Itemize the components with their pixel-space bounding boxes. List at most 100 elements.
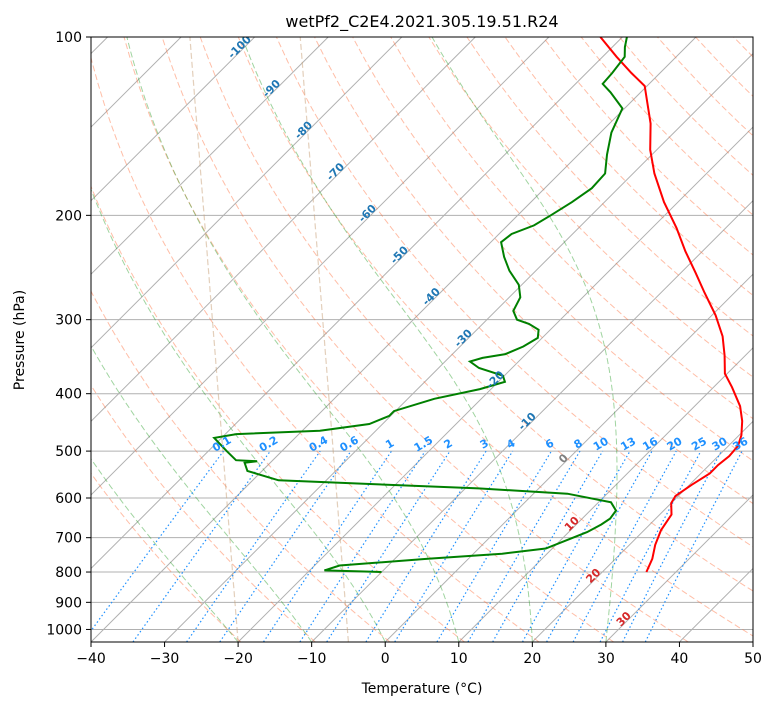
dry-adiabat: [733, 37, 753, 58]
dry-adiabat: [657, 37, 753, 137]
isotherm-line: [237, 126, 753, 642]
isotherm-label: -80: [292, 118, 315, 141]
isotherm-line: [91, 37, 256, 202]
dry-adiabat: [695, 37, 753, 97]
mixing-ratio-line: [219, 450, 352, 642]
y-tick-label: 500: [55, 444, 82, 460]
x-tick-label: 10: [450, 651, 468, 667]
isotherm-line: [752, 641, 753, 642]
dewpoint-profile: [212, 37, 628, 573]
dry-adiabat: [314, 37, 753, 505]
x-tick-label: 20: [523, 651, 541, 667]
mixing-ratio-label: 1: [383, 437, 396, 452]
x-tick-label: 30: [597, 651, 615, 667]
moist-adiabat: [126, 37, 460, 642]
isotherm-line: [91, 37, 476, 423]
dry-adiabat: [352, 37, 753, 462]
chart-title: wetPf2_C2E4.2021.305.19.51.R24: [285, 12, 558, 32]
dry-adiabat: [161, 37, 689, 642]
y-tick-label: 800: [55, 565, 82, 581]
temperature-profile: [599, 37, 744, 573]
isotherm-line: [91, 37, 697, 642]
mixing-ratio-line: [467, 450, 581, 642]
y-axis: 100 200 300 400 500 600 700 800 900 1000: [46, 30, 91, 638]
y-tick-label: 600: [55, 491, 82, 507]
isotherm-label: 20: [583, 566, 603, 586]
mixing-ratio-label: 4: [504, 436, 517, 451]
dry-adiabat: [123, 37, 614, 642]
mixing-ratio-label: 6: [543, 436, 556, 451]
y-tick-label: 200: [55, 208, 82, 224]
x-tick-label: 0: [381, 651, 390, 667]
y-tick-label: 400: [55, 387, 82, 403]
mixing-ratio-line: [394, 450, 514, 642]
dry-adiabat: [91, 384, 316, 642]
isotherm-label: 10: [562, 514, 582, 534]
dry-adiabat: [504, 37, 753, 296]
y-tick-label: 100: [55, 30, 82, 46]
dry-adiabat: [91, 185, 465, 642]
isotherm-line: [605, 494, 753, 642]
dry-adiabat: [91, 55, 540, 642]
mixing-ratio-line: [644, 450, 743, 642]
dry-adiabat: [91, 472, 242, 642]
y-tick-label: 1000: [46, 622, 82, 638]
mixing-ratio-line: [132, 450, 271, 642]
inline-labels: 0.1 0.2 0.4 0.6 1 1.5 2 3 4 6 8 10 13 16 20 25 30 36-100-…: [210, 37, 750, 629]
mixing-ratio-line: [521, 450, 631, 642]
isotherm-line: [311, 199, 753, 642]
moist-adiabat: [91, 457, 239, 642]
mixing-ratio-line: [326, 450, 451, 642]
mixing-ratio-line: [599, 450, 702, 642]
isotherm-label: -70: [324, 160, 347, 183]
mixing-ratio-line: [622, 450, 722, 642]
x-axis: −40 −30 −20 −10 0 10 20 30 40 50: [76, 642, 762, 667]
dry-adiabat: [390, 37, 753, 420]
plot-frame: [90, 36, 754, 643]
dry-adiabat: [199, 37, 753, 637]
moist-adiabat: [431, 37, 618, 642]
theta-e-curve: [189, 37, 239, 642]
dry-adiabat: [275, 37, 753, 548]
dry-adiabat: [466, 37, 753, 337]
moist-adiabat: [241, 37, 533, 642]
mixing-ratio-line: [186, 450, 321, 642]
dry-adiabat: [580, 37, 753, 216]
isotherm-line: [384, 273, 753, 642]
theta-e-curve: [299, 37, 349, 642]
isotherm-line: [531, 420, 753, 642]
background-lines: [91, 37, 753, 642]
isotherm-label: -50: [388, 243, 411, 266]
isotherm-line: [679, 567, 753, 642]
y-axis-label: Pressure (hPa): [12, 290, 28, 390]
y-tick-label: 900: [55, 595, 82, 611]
mixing-ratio-line: [572, 450, 677, 642]
dry-adiabat: [91, 290, 391, 642]
moist-adiabat: [91, 345, 313, 642]
isotherm-line: [91, 37, 403, 349]
mixing-ratio-line: [436, 450, 553, 642]
isotherm-label: -40: [420, 285, 443, 308]
isotherm-line: [164, 52, 753, 642]
isotherm-label: -30: [452, 326, 475, 349]
dry-adiabat: [542, 37, 753, 256]
x-tick-label: −40: [76, 651, 106, 667]
isotherm-line: [91, 37, 623, 570]
x-tick-label: 40: [671, 651, 689, 667]
isotherm-line: [91, 37, 329, 275]
sounding-series: [212, 37, 744, 573]
y-tick-label: 700: [55, 531, 82, 547]
isotherm-label: -90: [260, 77, 283, 100]
isotherm-line: [91, 37, 550, 496]
isotherm-label: -60: [356, 202, 379, 225]
isotherm-label: -10: [516, 410, 539, 433]
x-tick-label: −10: [297, 651, 327, 667]
isotherm-label: 30: [614, 609, 634, 629]
x-tick-label: −20: [223, 651, 253, 667]
moist-adiabat: [91, 188, 386, 642]
mixing-ratio-line: [365, 450, 487, 642]
y-tick-label: 300: [55, 313, 82, 329]
mixing-ratio-label: 2: [442, 437, 455, 452]
mixing-ratio-line: [546, 450, 653, 642]
